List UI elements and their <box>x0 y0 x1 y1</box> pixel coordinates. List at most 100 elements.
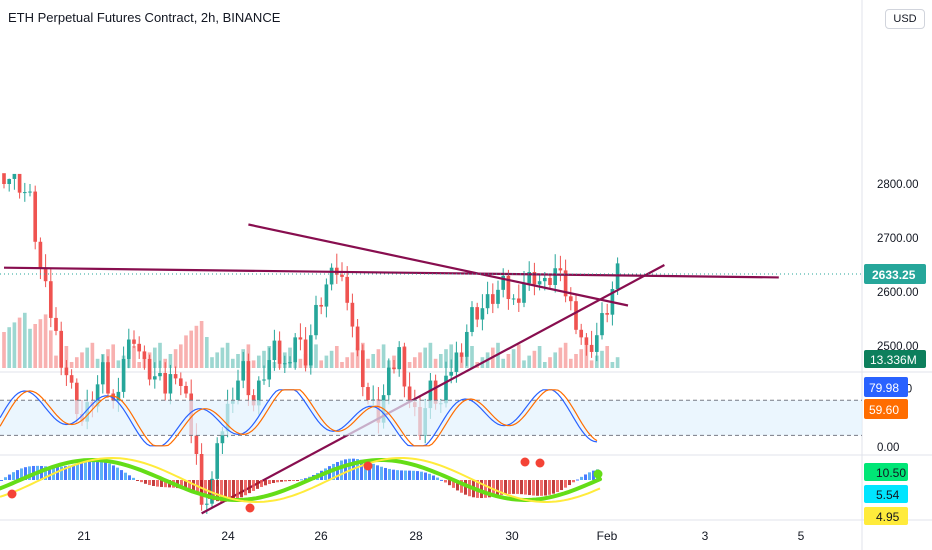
momentum-bar <box>64 466 67 480</box>
momentum-bar <box>400 470 403 480</box>
volume-bar <box>199 321 204 368</box>
volume-bar <box>381 344 386 368</box>
momentum-bar <box>372 463 375 480</box>
candle-body <box>568 296 573 302</box>
volume-bar <box>516 344 521 368</box>
momentum-signal-line <box>0 457 602 502</box>
volume-bar <box>438 354 443 368</box>
momentum-bar <box>428 473 431 480</box>
momentum-bar <box>280 480 283 482</box>
candle-body <box>490 294 495 304</box>
time-tick-label: Feb <box>597 529 618 543</box>
momentum-bar <box>120 470 123 480</box>
volume-bar <box>215 352 220 368</box>
momentum-bar <box>424 472 427 480</box>
volume-bar <box>38 319 43 368</box>
candle-body <box>69 375 74 383</box>
candle-body <box>594 335 599 352</box>
volume-bar <box>184 335 188 368</box>
momentum-bar <box>480 480 483 499</box>
volume-bar <box>522 360 526 368</box>
volume-bar <box>542 362 547 368</box>
volume-bar <box>314 344 318 368</box>
volume-bar <box>532 350 537 368</box>
volume-bar <box>116 360 121 368</box>
momentum-bar <box>220 480 223 502</box>
volume-bar <box>527 355 532 368</box>
volume-bar <box>189 330 194 368</box>
candle-body <box>386 367 391 396</box>
candle-body <box>397 347 402 370</box>
momentum-bar <box>496 480 499 496</box>
volume-bar <box>605 346 610 368</box>
candle-body <box>194 435 199 454</box>
volume-bar <box>449 344 454 368</box>
volume-bar <box>444 349 448 368</box>
volume-bar <box>111 344 116 368</box>
candle-body <box>48 281 53 318</box>
candle-body <box>132 339 136 344</box>
candle-body <box>542 277 547 282</box>
candle-body <box>121 358 126 392</box>
currency-button[interactable]: USD <box>885 9 925 29</box>
momentum-bar <box>208 480 211 499</box>
last-price-label: 2633.25 <box>872 268 916 282</box>
candle-body <box>106 362 110 394</box>
momentum-bar <box>136 480 139 481</box>
time-tick-label: 5 <box>798 529 805 543</box>
volume-bar <box>553 352 558 368</box>
volume-bar <box>54 355 58 368</box>
candle-body <box>28 191 32 193</box>
candle-body <box>496 289 500 304</box>
candle-body <box>2 173 6 184</box>
volume-bar <box>558 347 563 368</box>
momentum-bar <box>228 480 231 502</box>
volume-bar <box>298 358 303 368</box>
momentum-bar <box>412 470 415 480</box>
candle-body <box>111 393 116 402</box>
momentum-bar <box>404 470 407 480</box>
volume-bar <box>366 358 370 368</box>
candle-body <box>282 363 287 365</box>
momentum-bar <box>516 480 519 494</box>
volume-bar <box>589 360 594 368</box>
candle-body <box>584 337 589 345</box>
candle-body <box>137 343 142 352</box>
momentum-bar <box>588 472 591 480</box>
momentum-bar <box>584 474 587 480</box>
momentum-bar <box>504 480 507 495</box>
volume-bar <box>210 357 214 368</box>
candle-body <box>288 362 292 364</box>
volume-bar <box>418 352 422 368</box>
candle-body <box>350 302 355 327</box>
momentum-bar <box>236 480 239 500</box>
candle-body <box>366 387 370 400</box>
momentum-bar <box>520 480 523 495</box>
volume-bar <box>137 362 142 368</box>
volume-bar <box>470 346 474 368</box>
candle-body <box>199 454 204 505</box>
momentum-bar <box>556 480 559 493</box>
last-price-badge <box>864 264 926 285</box>
momentum-bar <box>272 480 275 484</box>
candle-body <box>516 298 521 303</box>
candle-body <box>480 308 485 320</box>
volume-bar <box>600 350 604 368</box>
momentum-bar <box>260 480 263 487</box>
momentum-bar <box>108 463 111 480</box>
momentum-bar <box>360 459 363 480</box>
price-tick-label: 2700.00 <box>877 233 919 245</box>
candle-body <box>470 307 474 332</box>
candle-body <box>158 373 162 377</box>
volume-bar <box>204 337 209 368</box>
momentum-cross-dot <box>593 469 603 479</box>
candle-body <box>522 283 526 303</box>
volume-bar <box>69 362 74 368</box>
momentum-bar <box>524 480 527 495</box>
volume-bar <box>236 354 240 368</box>
candle-body <box>475 307 480 320</box>
candle-body <box>246 361 251 396</box>
volume-bar <box>407 362 412 368</box>
volume-bar <box>256 355 261 368</box>
momentum-bar <box>508 480 511 495</box>
